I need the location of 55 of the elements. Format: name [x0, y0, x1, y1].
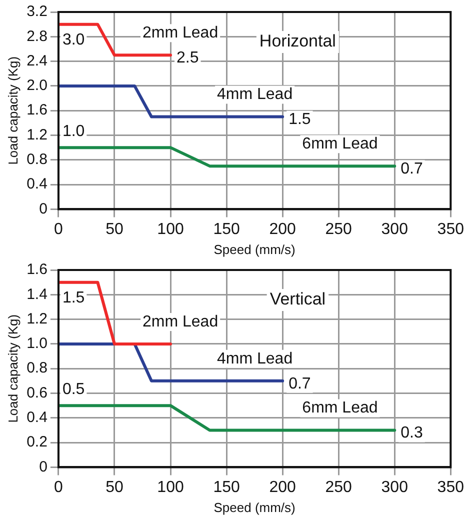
series-label: 2mm Lead	[142, 24, 218, 42]
x-tick-label: 0	[54, 221, 63, 238]
y-tick-label: 3.2	[26, 3, 48, 20]
y-tick-label: 1.2	[26, 310, 48, 328]
y-axis-title: Load capacity (Kg)	[5, 314, 20, 423]
x-tick-label: 0	[54, 479, 63, 496]
annotation: 3.0	[62, 32, 85, 49]
x-tick-label: 250	[325, 221, 352, 238]
x-tick-label: 50	[106, 479, 124, 496]
annotation: 1.0	[62, 122, 85, 140]
y-tick-label: 0.2	[26, 434, 48, 451]
x-tick-label: 100	[157, 479, 184, 496]
y-tick-label: 0.4	[26, 409, 48, 426]
annotation: 1.5	[288, 111, 311, 128]
series-label: 6mm Lead	[302, 400, 378, 417]
y-tick-label: 2.0	[26, 77, 48, 94]
x-tick-label: 100	[157, 221, 184, 238]
text: Vertical	[270, 290, 326, 309]
y-tick-label: 0	[39, 200, 48, 218]
text: Horizontal	[259, 32, 336, 51]
y-axis-title: Load capacity (Kg)	[5, 56, 20, 165]
x-tick-label: 200	[269, 221, 296, 238]
y-tick-label: 2.4	[26, 52, 48, 70]
x-tick-label: 300	[381, 221, 408, 238]
annotation: 2.5	[176, 50, 199, 67]
annotation: 1.5	[62, 290, 85, 307]
y-tick-label: 1.0	[26, 335, 48, 352]
x-tick-label: 300	[381, 479, 408, 496]
x-tick-label: 50	[106, 221, 124, 238]
y-tick-label: 0.6	[26, 384, 48, 402]
x-tick-label: 150	[213, 221, 240, 238]
annotation: 0.7	[288, 375, 311, 392]
y-tick-label: 1.2	[26, 126, 48, 144]
y-tick-label: 0	[39, 458, 48, 476]
y-tick-label: 1.6	[26, 102, 48, 119]
x-tick-label: 350	[437, 479, 464, 496]
y-tick-label: 0.4	[26, 176, 48, 193]
annotation: 0.5	[62, 380, 85, 398]
annotation: 0.7	[400, 160, 423, 178]
x-tick-label: 200	[269, 479, 296, 496]
series-label: 4mm Lead	[217, 86, 293, 104]
x-tick-label: 350	[437, 221, 464, 238]
y-tick-label: 0.8	[26, 360, 48, 377]
x-axis-title: Speed (mm/s)	[214, 242, 296, 257]
series-label: 2mm Lead	[142, 313, 218, 330]
series-label: 4mm Lead	[217, 350, 293, 368]
x-tick-label: 250	[325, 479, 352, 496]
x-tick-label: 150	[213, 479, 240, 496]
y-tick-label: 1.4	[26, 286, 48, 303]
series-label: 6mm Lead	[302, 135, 378, 152]
y-tick-label: 2.8	[26, 28, 48, 45]
y-tick-label: 0.8	[26, 151, 48, 168]
y-tick-label: 1.6	[26, 261, 48, 278]
annotation: 0.3	[400, 424, 423, 442]
x-axis-title: Speed (mm/s)	[214, 500, 296, 515]
